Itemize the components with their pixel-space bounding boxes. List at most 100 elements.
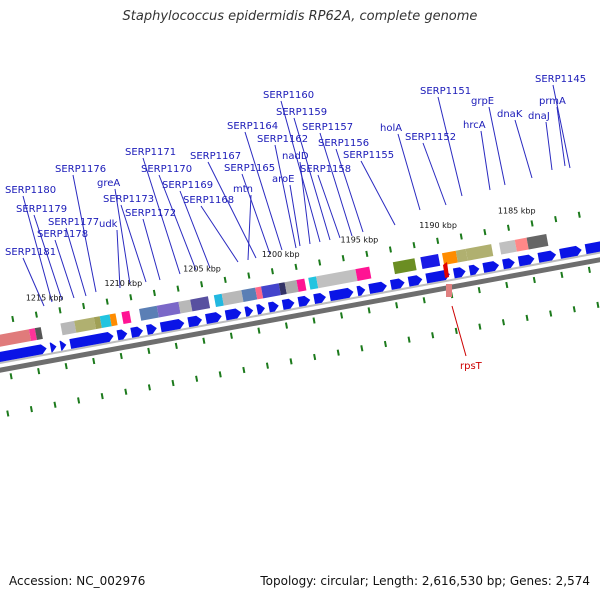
gene-label: SERP1167 [190, 151, 241, 162]
outer-tick [436, 237, 440, 244]
gene-label: greA [97, 178, 120, 189]
cog-segment [93, 316, 102, 330]
gene-label: SERP1156 [318, 138, 369, 149]
gene-label: SERP1159 [276, 107, 327, 118]
leader-line [114, 188, 131, 285]
gene-label: SERP1172 [125, 208, 176, 219]
inner-tick [587, 266, 591, 273]
gene-label: SERP1164 [227, 121, 278, 132]
inner-tick [532, 276, 536, 284]
gene-label: SERP1145 [535, 74, 586, 85]
outer-tick [388, 246, 392, 253]
gene-arrow [224, 308, 242, 321]
leader-line [22, 257, 45, 307]
inner-tick [549, 310, 553, 317]
kbp-label: 1200 kbp [262, 250, 300, 259]
gene-arrow [407, 275, 423, 287]
leader-line [552, 84, 571, 169]
inner-tick [336, 349, 340, 356]
gene-label: nadD [282, 151, 309, 162]
leader-line [65, 227, 87, 297]
gene-arrow [389, 278, 405, 290]
gene-label: aroE [272, 174, 294, 185]
gene-label: SERP1176 [55, 164, 106, 175]
cog-segment [499, 239, 517, 255]
gene-arrow [268, 301, 279, 313]
inner-tick [119, 352, 123, 360]
gene-label: mtn [233, 184, 253, 195]
inner-tick [218, 371, 222, 378]
inner-tick [422, 297, 426, 304]
gene-label: SERP1181 [5, 247, 56, 258]
leader-line [556, 106, 566, 167]
gene-label: dnaJ [528, 111, 550, 122]
cog-color-band [0, 234, 549, 347]
cog-segment [296, 278, 307, 292]
gene-label: SERP1162 [257, 134, 308, 145]
gene-arrow [368, 281, 387, 294]
gene-arrow [537, 250, 557, 263]
cog-segment [355, 266, 372, 281]
gene-label: hrcA [463, 120, 486, 131]
inner-tick [478, 323, 482, 330]
gene-arrow [0, 344, 47, 363]
leader-line [54, 239, 75, 299]
outer-tick [270, 268, 274, 275]
inner-tick [340, 312, 344, 319]
leader-line [545, 121, 553, 171]
cog-segment [60, 320, 77, 336]
gene-arrow [281, 298, 295, 310]
inner-tick [501, 319, 506, 326]
cog-segment [316, 269, 358, 289]
inner-tick [9, 373, 13, 380]
inner-tick [505, 281, 509, 289]
outer-tick [530, 220, 534, 227]
outer-tick [82, 302, 86, 310]
gene-arrow [559, 245, 582, 259]
gene-label: SERP1160 [263, 90, 314, 101]
cog-segment [34, 327, 43, 340]
leader-line [488, 106, 506, 186]
leader-line [158, 174, 197, 271]
inner-tick [313, 353, 317, 361]
leader-line [514, 119, 533, 179]
outer-tick [11, 315, 15, 323]
gene-arrow [159, 319, 185, 333]
accession-text: Accession: NC_002976 [9, 574, 146, 588]
outer-tick [200, 281, 204, 288]
reverse-gene-label: rpsT [460, 361, 483, 372]
gene-label: SERP1155 [343, 150, 394, 161]
outer-tick [577, 211, 581, 218]
inner-tick [37, 368, 41, 375]
reverse-gene-arrow [443, 262, 449, 278]
leader-line [207, 161, 257, 259]
gene-label: SERP1157 [302, 122, 353, 133]
outer-tick [341, 255, 345, 262]
leader-line [335, 148, 364, 233]
inner-tick [195, 375, 199, 382]
leader-line [142, 157, 181, 275]
inner-tick [64, 362, 68, 370]
gene-label: udk [99, 219, 118, 230]
inner-tick [147, 384, 151, 391]
leader-line [241, 173, 271, 255]
gene-label: SERP1158 [300, 164, 351, 175]
cog-segment [284, 280, 299, 294]
gene-arrow [244, 306, 254, 317]
cog-segment [156, 301, 181, 318]
topology-text: Topology: circular; Length: 2,616,530 bp… [260, 574, 590, 588]
inner-tick [360, 345, 364, 352]
outer-tick [294, 263, 298, 271]
outer-tick [318, 259, 322, 266]
reverse-gene: rpsT [443, 262, 483, 372]
leader-line [22, 195, 53, 303]
leader-line [280, 100, 321, 243]
leader-line [247, 194, 252, 261]
cog-segment [261, 283, 281, 299]
cog-segment [99, 314, 112, 329]
gene-arrow [517, 254, 535, 267]
inner-tick [174, 342, 178, 349]
leader-line [397, 133, 421, 211]
